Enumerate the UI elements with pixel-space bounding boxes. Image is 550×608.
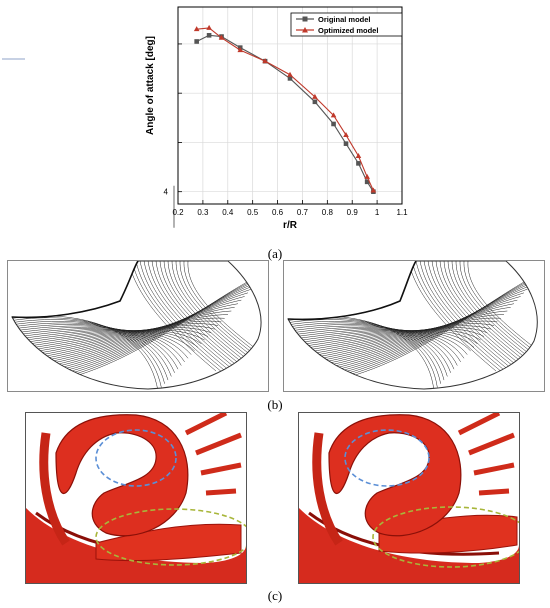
point-original — [331, 121, 336, 127]
chart-grid — [177, 7, 403, 204]
highlight-ellipse-blue — [344, 429, 430, 487]
x-axis-label: r/R — [283, 220, 298, 231]
streamline — [431, 261, 525, 372]
streamline-optimized — [283, 260, 545, 392]
point-optimized — [312, 93, 318, 99]
streamline — [463, 261, 538, 372]
point-original — [343, 141, 349, 146]
streamline — [288, 330, 471, 352]
streamline — [12, 330, 195, 352]
streamline — [151, 261, 245, 372]
streamline — [12, 329, 192, 355]
streamline — [159, 261, 254, 372]
angle-of-attack-chart: 0.2 0.3 0.4 0.5 0.6 0.7 0.8 0.9 1 1.1 4 r/R Angle … — [2, 6, 408, 231]
point-original — [364, 179, 370, 185]
streamline — [143, 261, 235, 372]
point-optimized — [330, 112, 337, 118]
x-tick-label: 0.6 — [272, 208, 284, 217]
legend-marker-original — [302, 16, 308, 22]
vortex-original — [25, 412, 247, 584]
highlight-ellipse-blue — [95, 429, 177, 487]
streamline — [12, 327, 212, 354]
streamline — [12, 328, 209, 352]
point-original — [194, 39, 199, 44]
streamline — [439, 261, 534, 372]
caption-b: (b) — [267, 397, 283, 412]
streamline — [419, 261, 511, 372]
vortex-optimized — [298, 412, 520, 584]
streamline — [288, 330, 478, 347]
streamline — [415, 261, 506, 372]
x-tick-label: 0.5 — [247, 208, 259, 217]
series-line-original — [196, 34, 374, 192]
chart-series — [193, 24, 377, 194]
x-tick-label: 0.4 — [222, 208, 234, 217]
streamline — [12, 330, 199, 348]
streamline — [12, 326, 182, 366]
streamline — [12, 329, 205, 349]
streamline — [155, 261, 249, 372]
plot-area — [177, 6, 403, 205]
streamline — [288, 329, 468, 355]
point-optimized — [193, 26, 200, 32]
legend-optimized-model: Optimized model — [318, 26, 378, 35]
x-tick-label: 1.1 — [396, 208, 408, 217]
chart-legend: Original model Optimized model — [290, 12, 403, 37]
streamline — [147, 261, 240, 372]
x-tick-label: 1 — [375, 208, 380, 217]
streamline — [447, 261, 538, 372]
streamline — [288, 323, 495, 358]
caption-a: (a) — [267, 246, 283, 261]
streamline — [163, 261, 259, 372]
point-optimized — [343, 132, 349, 138]
point-optimized — [262, 58, 268, 64]
streamline — [187, 261, 262, 372]
x-tick-label: 0.7 — [297, 208, 309, 217]
point-optimized — [218, 34, 225, 40]
x-tick-label: 0.9 — [347, 208, 359, 217]
legend-original-model: Original model — [318, 15, 371, 24]
point-optimized — [364, 173, 370, 179]
point-optimized — [370, 187, 377, 193]
chart-axes: 0.2 0.3 0.4 0.5 0.6 0.7 0.8 0.9 1 1.1 4 — [164, 43, 408, 228]
streamline — [467, 261, 538, 372]
streamline — [288, 328, 461, 363]
streamline — [288, 326, 458, 366]
highlight-ellipse-green — [372, 506, 519, 568]
point-optimized — [237, 47, 244, 53]
point-original — [356, 161, 361, 166]
streamline — [139, 261, 231, 372]
streamline — [411, 261, 501, 372]
point-optimized — [287, 71, 293, 77]
streamline — [135, 261, 226, 372]
x-tick-label: 0.8 — [322, 208, 334, 217]
y-axis-label: Angle of attack [deg] — [145, 36, 156, 135]
series-line-optimized — [196, 27, 374, 191]
x-tick-label: 0.3 — [197, 208, 209, 217]
y-tick-label: 4 — [164, 188, 169, 197]
streamline — [167, 261, 262, 372]
streamline — [288, 329, 481, 349]
streamline — [435, 261, 529, 372]
streamline — [131, 261, 221, 372]
streamline — [288, 329, 465, 359]
streamline — [427, 261, 520, 372]
streamline — [288, 328, 485, 352]
streamline — [288, 325, 491, 356]
x-tick-label: 0.2 — [172, 208, 184, 217]
streamline-original — [7, 260, 269, 392]
point-original — [312, 99, 318, 105]
legend-marker-optimized — [302, 27, 308, 33]
streamline — [443, 261, 538, 372]
streamline — [12, 329, 189, 359]
streamline — [423, 261, 515, 372]
point-optimized — [206, 24, 212, 30]
point-original — [287, 76, 293, 81]
caption-c: (c) — [267, 588, 283, 603]
streamline — [12, 328, 185, 363]
point-original — [206, 33, 212, 38]
point-optimized — [355, 152, 362, 158]
